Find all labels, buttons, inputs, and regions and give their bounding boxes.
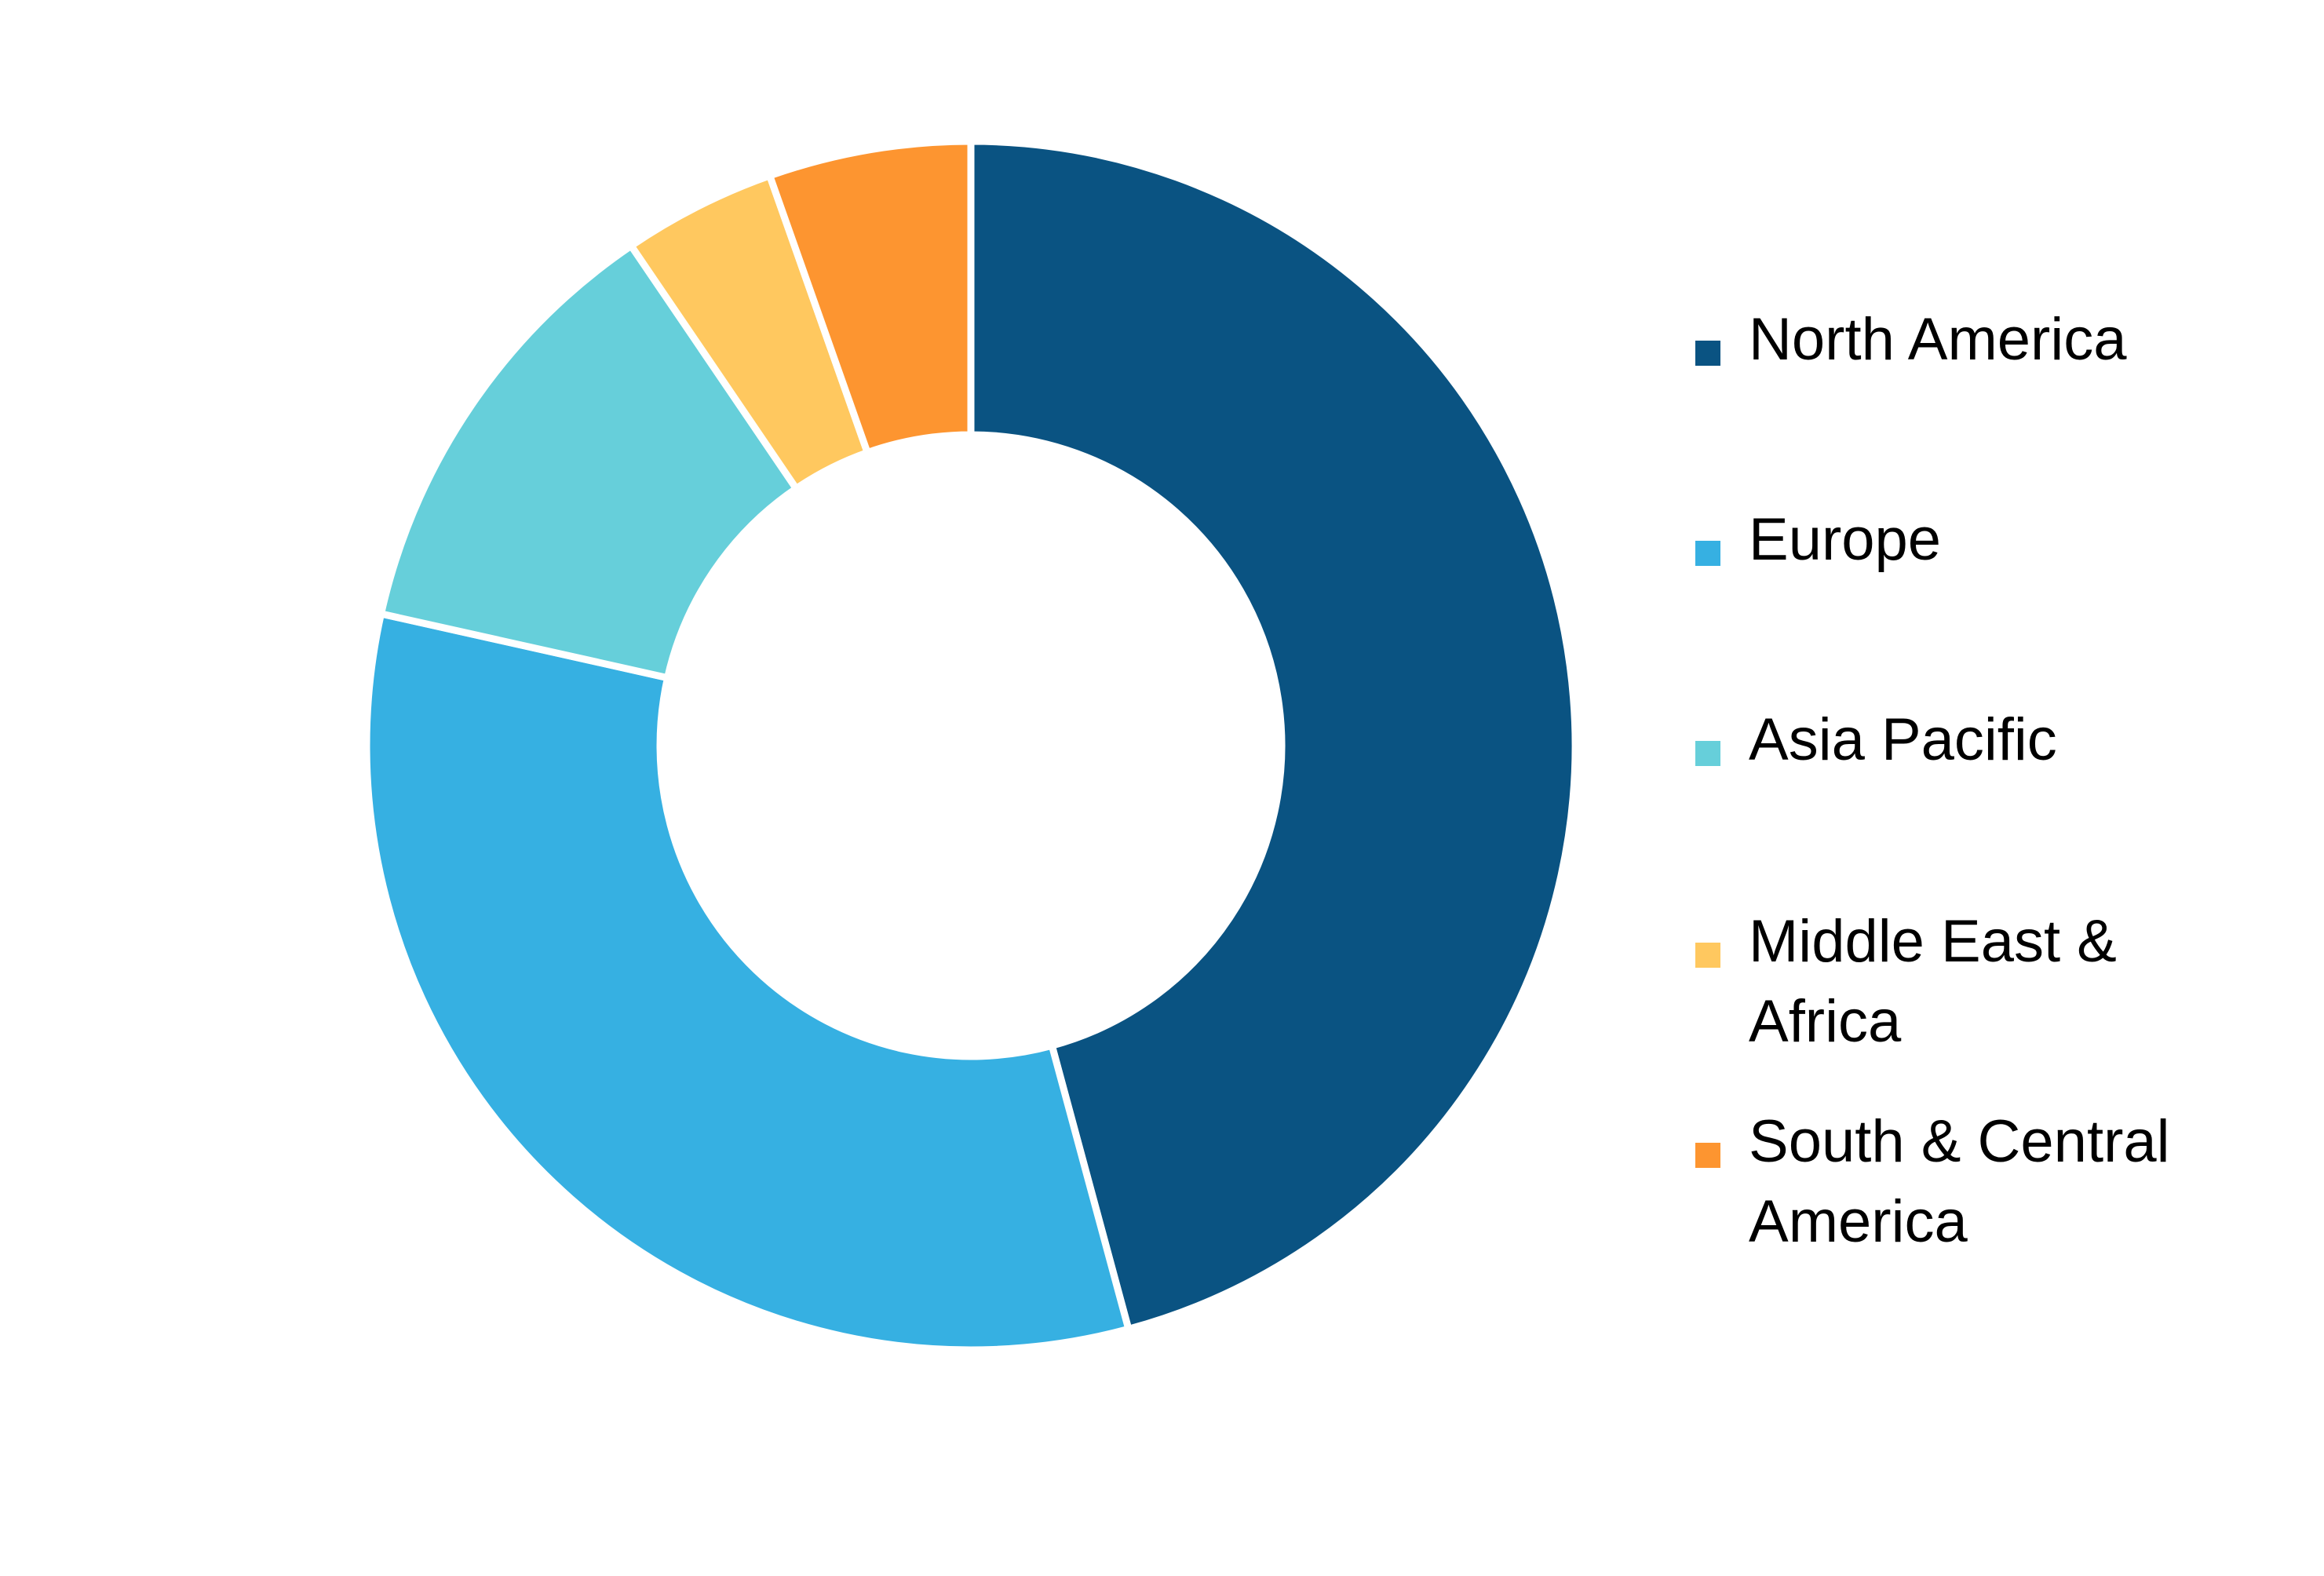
legend-item: Middle East & Africa: [1695, 908, 2292, 1062]
legend-swatch: [1695, 341, 1720, 366]
legend-label: Middle East & Africa: [1749, 908, 2117, 1055]
donut-slice: [764, 137, 975, 458]
legend-item: Europe: [1695, 506, 2292, 580]
legend-label: North America: [1749, 306, 2127, 373]
donut-slice: [377, 240, 801, 682]
legend-item: Asia Pacific: [1695, 706, 2292, 780]
legend-item: North America: [1695, 306, 2292, 380]
donut-slice: [967, 137, 1579, 1333]
legend-swatch: [1695, 943, 1720, 968]
donut-slice: [363, 609, 1133, 1354]
legend-item: South & Central America: [1695, 1108, 2292, 1262]
legend-swatch: [1695, 1143, 1720, 1168]
legend-label: South & Central America: [1749, 1108, 2170, 1255]
legend-label: Europe: [1749, 506, 1942, 573]
legend-label: Asia Pacific: [1749, 706, 2057, 773]
legend-swatch: [1695, 741, 1720, 766]
legend-swatch: [1695, 541, 1720, 566]
